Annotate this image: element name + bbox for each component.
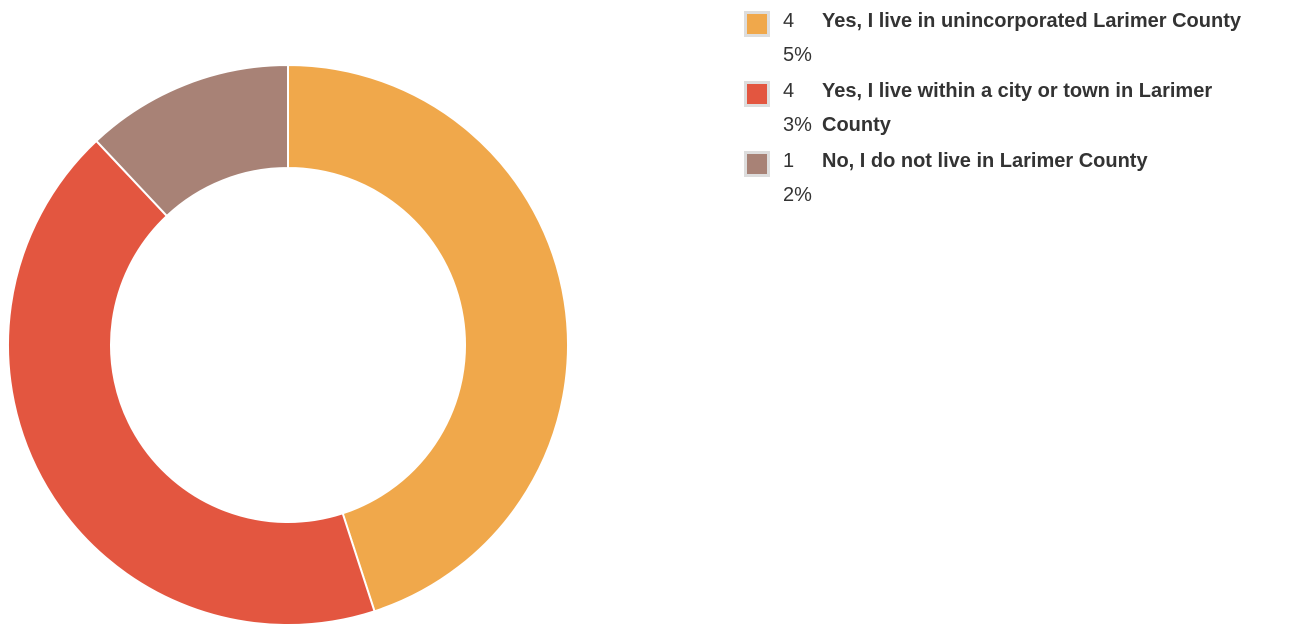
chart bbox=[7, 63, 569, 625]
legend-value: 43% bbox=[783, 80, 812, 136]
legend-label: Yes, I live within a city or town in Lar… bbox=[822, 80, 1213, 136]
legend-value: 12% bbox=[783, 150, 812, 206]
legend-swatch bbox=[744, 81, 770, 107]
legend-value: 45% bbox=[783, 10, 812, 66]
legend-item: 45% Yes, I live in unincorporated Larimer… bbox=[744, 10, 1304, 72]
donut-slice bbox=[94, 63, 289, 218]
legend-label: Yes, I live in unincorporated Larimer Co… bbox=[822, 10, 1241, 32]
legend-swatch bbox=[744, 151, 770, 177]
legend-item: 12% No, I do not live in Larimer County bbox=[744, 150, 1304, 212]
legend-item: 43% Yes, I live within a city or town in … bbox=[744, 80, 1304, 142]
donut-slice bbox=[7, 139, 376, 625]
legend: 45% Yes, I live in unincorporated Larimer… bbox=[744, 10, 1304, 220]
donut-slice bbox=[287, 63, 569, 613]
legend-swatch bbox=[744, 11, 770, 37]
legend-label: No, I do not live in Larimer County bbox=[822, 150, 1148, 172]
